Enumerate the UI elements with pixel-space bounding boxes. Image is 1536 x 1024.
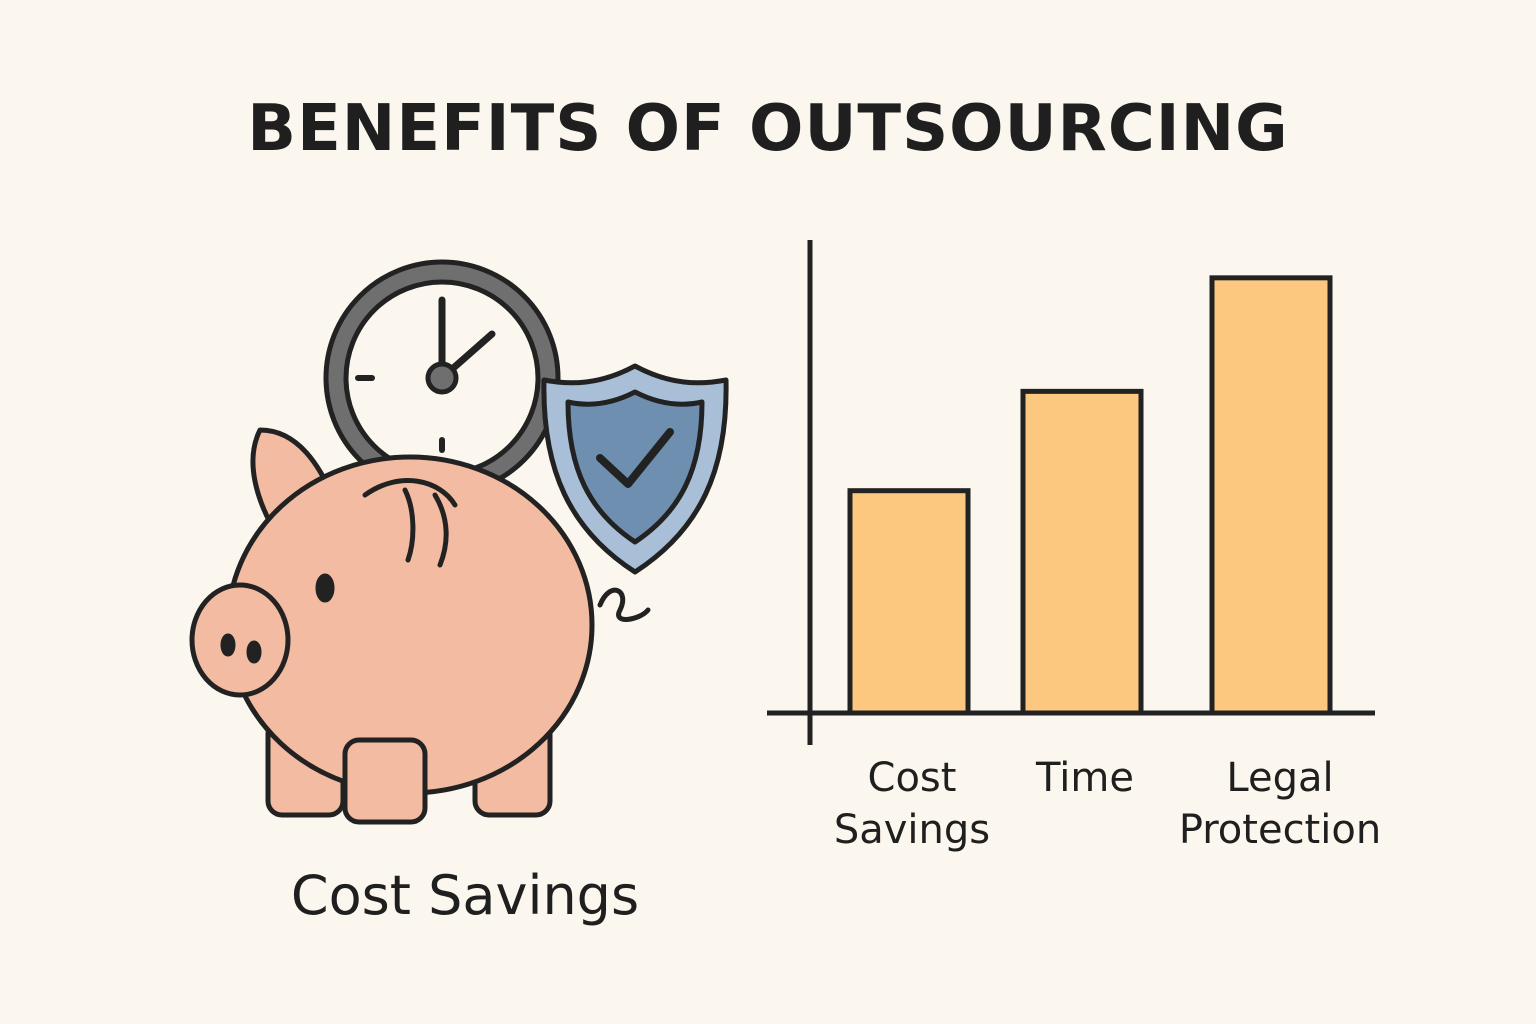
- pig-tail: [597, 587, 651, 622]
- chart-title: BENEFITS OF OUTSOURCING: [247, 92, 1289, 166]
- coin-slot: [402, 487, 416, 563]
- bar: [847, 488, 971, 716]
- x-tick-label: Time: [1036, 755, 1134, 801]
- x-tick-label: Cost Savings: [833, 755, 991, 853]
- pig-nostril: [220, 633, 236, 657]
- clock-center: [425, 361, 459, 395]
- x-tick-label: Legal Protection: [1178, 755, 1382, 853]
- pig-eye: [315, 573, 335, 603]
- coin-slot: [432, 492, 449, 568]
- bar: [1209, 275, 1333, 716]
- pig-leg: [342, 737, 428, 825]
- illustration: [189, 259, 729, 825]
- checkmark: [596, 428, 674, 488]
- caption: Cost Savings: [290, 864, 640, 927]
- pig-snout: [189, 582, 291, 698]
- coin-slot: [362, 478, 458, 508]
- pig-nostril: [246, 640, 262, 664]
- bar: [1020, 388, 1144, 716]
